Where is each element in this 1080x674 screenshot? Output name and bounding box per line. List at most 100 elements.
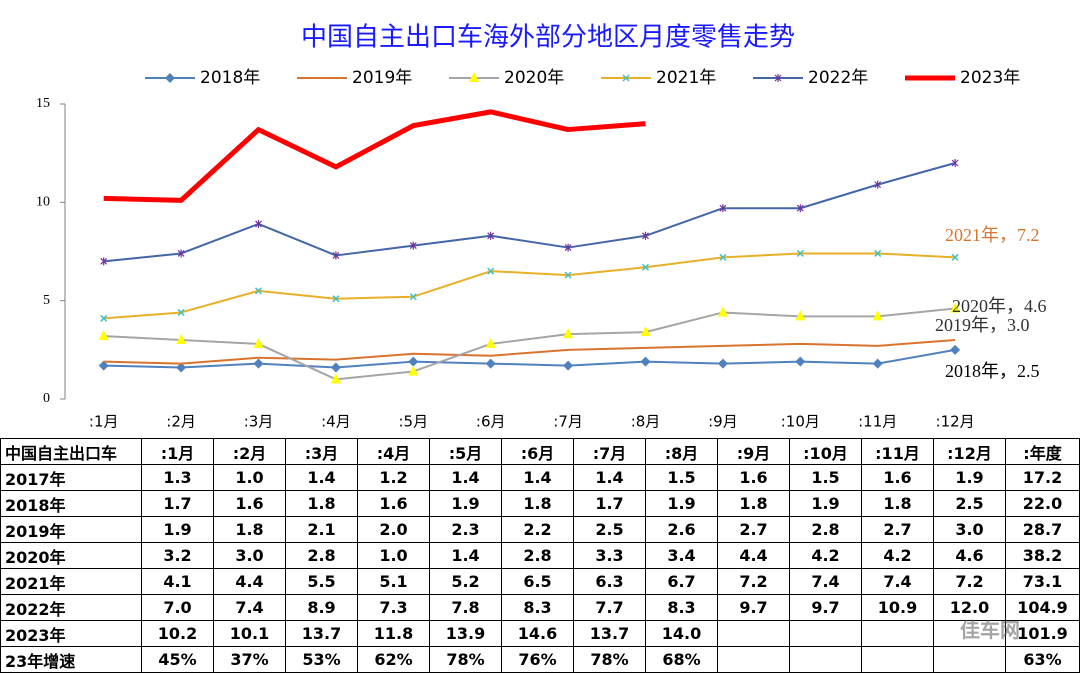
x-tick-label: :4月 [321, 413, 351, 431]
marker [795, 310, 806, 321]
marker [951, 253, 959, 261]
table-cell: :5月 [429, 438, 502, 465]
marker [487, 231, 495, 240]
marker [795, 356, 806, 367]
table-cell: 1.9 [933, 464, 1006, 491]
table-cell: 101.9 [1005, 620, 1080, 647]
marker [485, 337, 496, 348]
table-cell: 7.8 [429, 594, 502, 621]
table-row: 2019年 1.9 1.8 2.1 2.0 2.3 2.2 2.5 2.6 2.7 2.8 2.7 3.… [0, 516, 1080, 543]
table-cell: :10月 [789, 438, 862, 465]
marker [872, 310, 883, 321]
x-tick-label: :8月 [631, 413, 661, 431]
table-cell: 2020年 [0, 542, 142, 569]
x-tick-label: :12月 [936, 413, 975, 431]
table-cell: 9.7 [717, 594, 790, 621]
legend-label: 2022年 [808, 68, 868, 88]
table-cell: 78% [573, 646, 646, 673]
marker [409, 241, 417, 250]
table-cell: :年度 [1005, 438, 1080, 465]
table-cell: 3.0 [933, 516, 1006, 543]
x-tick-label: :6月 [476, 413, 506, 431]
marker [564, 243, 572, 252]
table-cell: 13.7 [285, 620, 358, 647]
table-cell: 4.4 [213, 568, 286, 595]
marker [330, 362, 341, 373]
table-cell: 53% [285, 646, 358, 673]
table-cell: 14.6 [501, 620, 574, 647]
table-cell: 4.6 [933, 542, 1006, 569]
table-cell: 2022年 [0, 594, 142, 621]
table-cell: 14.0 [645, 620, 718, 647]
series-line [103, 162, 956, 263]
table-cell: 7.4 [213, 594, 286, 621]
table-cell: 5.5 [285, 568, 358, 595]
marker [874, 249, 882, 257]
table-cell [789, 620, 862, 647]
x-tick-label: :2月 [166, 413, 196, 431]
table-cell: 1.4 [429, 542, 502, 569]
marker [469, 72, 479, 82]
x-tick-label: :7月 [553, 413, 583, 431]
series-line [103, 307, 956, 381]
table-cell: 63% [1005, 646, 1080, 673]
table-cell: 1.7 [141, 490, 214, 517]
table-cell: 1.9 [789, 490, 862, 517]
table-cell: 1.6 [861, 464, 934, 491]
table-cell [717, 646, 790, 673]
table-cell: 45% [141, 646, 214, 673]
table-cell: 7.0 [141, 594, 214, 621]
legend-label: 2018年 [200, 68, 260, 88]
y-tick-label: 10 [36, 195, 50, 210]
legend-label: 2023年 [960, 68, 1020, 88]
table-cell: :6月 [501, 438, 574, 465]
table-cell: 4.1 [141, 568, 214, 595]
table-cell: 12.0 [933, 594, 1006, 621]
marker [100, 257, 108, 266]
x-tick-label: :3月 [244, 413, 274, 431]
table-cell: 1.9 [645, 490, 718, 517]
table-row: 2022年 7.0 7.4 8.9 7.3 7.8 8.3 7.7 8.3 9.7 9.7 10.9 1… [0, 594, 1080, 621]
table-cell: 1.5 [789, 464, 862, 491]
table-cell: 4.2 [861, 542, 934, 569]
table-cell: 2.8 [285, 542, 358, 569]
marker [253, 337, 264, 348]
marker [176, 362, 187, 373]
marker [485, 358, 496, 369]
table-cell: 1.9 [141, 516, 214, 543]
chart: 中国自主出口车海外部分地区月度零售走势 0 5 10 15:1月:2月:3月:4月:5… [36, 23, 1047, 431]
table-cell: 1.6 [717, 464, 790, 491]
table-cell: 68% [645, 646, 718, 673]
chart-title: 中国自主出口车海外部分地区月度零售走势 [301, 23, 795, 53]
table-cell: 10.1 [213, 620, 286, 647]
y-tick-label: 5 [43, 293, 50, 308]
data-table: 中国自主出口车:1月:2月:3月:4月:5月:6月:7月:8月:9月:10月:1… [0, 438, 1080, 674]
table-cell: 2017年 [0, 464, 142, 491]
marker [563, 360, 574, 371]
table-cell: 1.5 [645, 464, 718, 491]
annotation: 2020年，4.6 [952, 296, 1047, 316]
marker [872, 358, 883, 369]
table-cell: 1.8 [213, 516, 286, 543]
series-line [103, 252, 956, 320]
table-cell: 5.1 [357, 568, 430, 595]
marker [563, 328, 574, 339]
x-tick-label: :11月 [858, 413, 897, 431]
marker [177, 308, 185, 316]
table-cell: 7.2 [717, 568, 790, 595]
marker [165, 73, 175, 83]
table-cell: 11.8 [357, 620, 430, 647]
marker [332, 295, 340, 303]
marker [796, 249, 804, 257]
table-cell: 7.7 [573, 594, 646, 621]
marker [332, 251, 340, 260]
legend-label: 2020年 [504, 68, 564, 88]
table-cell: 1.0 [213, 464, 286, 491]
table-cell: 10.2 [141, 620, 214, 647]
table-cell: 1.4 [429, 464, 502, 491]
table-cell: 3.2 [141, 542, 214, 569]
marker [719, 204, 727, 213]
marker [253, 358, 264, 369]
table-cell: 1.9 [429, 490, 502, 517]
table-cell: 1.3 [141, 464, 214, 491]
